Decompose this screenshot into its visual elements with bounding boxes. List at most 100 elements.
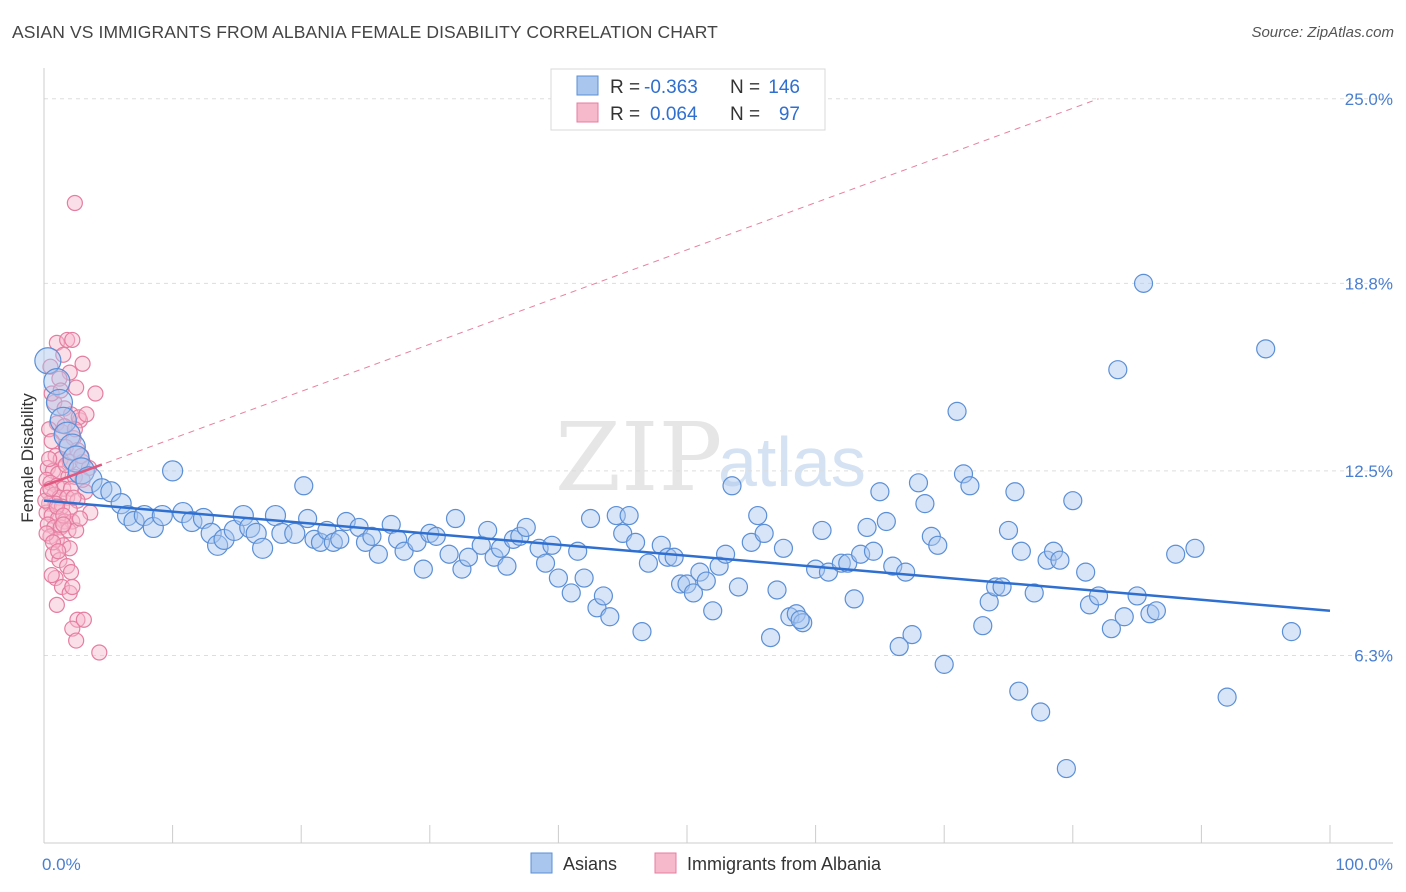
asian-point [1024,583,1044,603]
asian-point [1005,482,1025,502]
asian-point [445,508,466,529]
albania-point [44,534,62,551]
chart-title: ASIAN VS IMMIGRANTS FROM ALBANIA FEMALE … [12,22,718,42]
asian-point [638,553,659,573]
asian-point [790,610,810,630]
asian-point [928,535,948,555]
legend-n-label-1: N = [730,77,760,98]
asian-point [625,532,646,552]
asian-point [426,526,446,546]
asian-point [1108,360,1128,380]
y-tick-label-0: 6.3% [1354,646,1393,665]
legend-top: R = -0.363 N = 146 R = 0.064 N = 97 [550,68,826,131]
asian-point [876,511,896,532]
albania-point [64,620,81,637]
asian-point [1076,562,1096,582]
asian-point [207,534,229,556]
legend-n-value-1: 146 [768,77,800,98]
asian-points [34,273,1302,779]
albania-point [57,456,74,474]
legend-r-label-1: R = [610,77,640,98]
legend-n-value-2: 97 [779,104,800,125]
asian-point [889,636,909,657]
asian-point [1217,687,1237,707]
asian-point [754,523,774,544]
asian-point [574,568,594,588]
y-tick-label-2: 18.8% [1345,274,1393,293]
watermark-atlas: atlas [718,423,866,501]
legend-albania-swatch [654,852,677,874]
asian-point [413,559,433,579]
asian-point [1031,702,1051,722]
asian-point [896,562,916,582]
asian-point [844,589,864,609]
albania-point [38,525,55,542]
asian-point [1009,681,1029,701]
asian-point [973,616,993,636]
asian-point [632,622,652,642]
albania-point [91,644,108,661]
asian-point [870,482,890,502]
asian-point [478,520,498,541]
asian-point [75,466,103,494]
legend-r-label-2: R = [610,104,640,125]
albania-point [55,507,72,524]
albania-trend-line-solid [43,463,103,487]
albania-point [55,346,72,363]
albania-point [71,510,89,527]
legend-bottom: Asians Immigrants from Albania [530,852,882,874]
asian-point [142,516,164,539]
albania-point [68,632,85,649]
asian-point [709,556,729,576]
legend-top-blue-swatch [576,75,599,96]
asian-point [535,553,556,573]
asian-point [915,494,935,514]
asian-point [284,522,306,545]
asian-point [683,583,704,603]
asian-point [264,504,287,527]
albania-trend-line-dashed [43,98,1099,487]
asian-point [116,504,139,527]
asian-point [1281,622,1302,642]
asian-point [458,547,478,567]
x-tick-max: 100.0% [1335,855,1393,874]
asian-point [947,401,967,421]
asian-point [439,544,459,564]
asian-point [452,559,472,579]
albania-point [75,611,92,628]
watermark-zip: ZIP [555,403,722,513]
asian-point [793,613,813,633]
asian-point [992,577,1012,597]
asian-point [1133,273,1154,293]
albania-point [48,596,65,613]
asian-trend-line [43,499,1331,613]
asian-point [593,586,614,606]
asian-point [1056,758,1076,779]
albania-point [68,379,85,396]
asian-point [812,520,832,541]
asian-point [722,476,742,496]
y-tick-label-3: 25.0% [1345,90,1393,109]
legend-asians-label: Asians [563,854,617,874]
asian-point [151,504,173,527]
asian-point [34,347,62,375]
albania-point [87,385,104,402]
asian-point [1185,538,1205,558]
asian-point [497,556,517,576]
asian-point [123,510,145,533]
asian-point [748,505,768,526]
albania-point [42,358,59,375]
legend-r-value-1: -0.363 [644,77,698,98]
axes [43,68,1393,844]
asian-point [1050,550,1070,570]
asian-point [294,476,314,496]
asian-point [619,505,639,526]
albania-point [66,421,83,438]
asian-point [902,625,922,645]
albania-point [43,433,60,450]
y-tick-label-1: 12.5% [1345,462,1393,481]
albania-point [65,489,82,506]
asian-point [696,571,716,591]
asian-point [728,577,749,597]
